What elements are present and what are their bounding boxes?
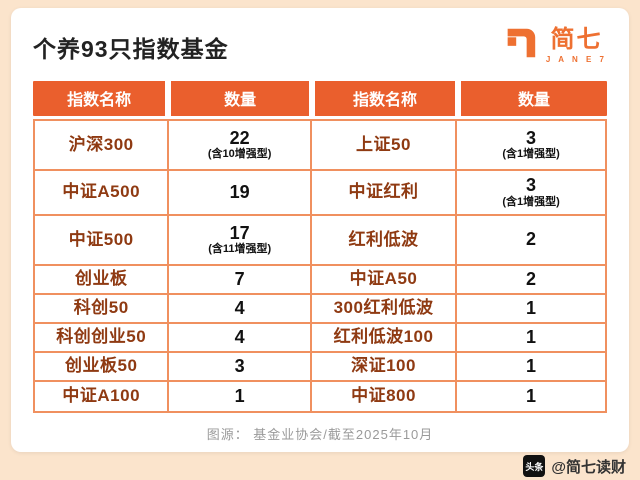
count-value: 3 [234, 355, 245, 376]
count-cell: 4 [169, 295, 312, 324]
index-name-cell: 中证红利 [311, 171, 458, 216]
count-value: 17 [229, 222, 250, 243]
count-cell: 22 (含10增强型) [169, 121, 312, 171]
brand-logo: 简七 J A N E 7 [501, 24, 607, 67]
page-title: 个养93只指数基金 [33, 36, 229, 62]
index-name-cell: 中证800 [312, 382, 458, 411]
toutiao-logo-icon: 头条 [523, 455, 546, 477]
count-value: 19 [229, 181, 250, 202]
count-cell: 1 [457, 382, 605, 411]
count-cell: 2 [457, 216, 605, 266]
count-value: 1 [526, 385, 537, 406]
count-cell: 17 (含11增强型) [169, 216, 312, 266]
source-caption: 图源： 基金业协会/截至2025年10月 [206, 427, 434, 442]
column-header: 指数名称 [311, 81, 459, 116]
index-name-cell: 中证A500 [35, 171, 170, 216]
brand-text: 简七 J A N E 7 [546, 27, 607, 63]
count-cell: 2 [457, 266, 605, 295]
count-note: (含1增强型) [502, 195, 560, 208]
count-value: 22 [229, 127, 250, 148]
count-value: 4 [234, 326, 245, 347]
count-cell: 19 [169, 171, 312, 216]
count-note: (含1增强型) [502, 148, 560, 161]
watermark-handle: @简七读财 [551, 458, 626, 476]
count-cell: 4 [169, 324, 312, 353]
brand-name: 简七 [550, 26, 603, 54]
card-header: 个养93只指数基金 简七 J A N E 7 [33, 24, 607, 67]
column-header: 数量 [458, 81, 607, 116]
count-value: 3 [526, 175, 537, 195]
count-note: (含11增强型) [208, 243, 272, 256]
index-name-cell: 创业板 [35, 266, 170, 295]
infographic-card: 个养93只指数基金 简七 J A N E 7 指数名称 数量 指数名称 数量 沪… [11, 8, 629, 452]
count-cell: 3 (含1增强型) [457, 121, 605, 171]
brand-subtitle: J A N E 7 [545, 54, 607, 64]
table-header-row: 指数名称 数量 指数名称 数量 [33, 81, 607, 116]
count-value: 4 [234, 297, 245, 318]
count-value: 2 [526, 268, 537, 289]
index-name-cell: 科创50 [35, 295, 170, 324]
count-cell: 1 [457, 324, 605, 353]
count-value: 2 [526, 229, 537, 250]
count-cell: 1 [169, 382, 312, 411]
count-cell: 3 (含1增强型) [457, 171, 605, 216]
count-value: 1 [234, 385, 245, 406]
index-name-cell: 中证A50 [311, 266, 458, 295]
index-name-cell: 红利低波100 [311, 324, 458, 353]
index-name-cell: 深证100 [311, 353, 458, 382]
index-name-cell: 科创创业50 [35, 324, 170, 353]
count-value: 3 [526, 127, 537, 148]
watermark: 头条 @简七读财 [523, 455, 626, 477]
count-cell: 7 [169, 266, 312, 295]
count-cell: 1 [457, 353, 605, 382]
index-name-cell: 红利低波 [311, 216, 458, 266]
count-cell: 1 [457, 295, 605, 324]
column-header: 数量 [168, 81, 312, 116]
count-value: 1 [526, 326, 537, 347]
index-name-cell: 沪深300 [35, 121, 170, 171]
index-name-cell: 中证500 [35, 216, 170, 266]
jane7-icon [501, 24, 539, 67]
column-header: 指数名称 [33, 81, 169, 116]
count-value: 7 [234, 268, 245, 289]
count-note: (含10增强型) [207, 148, 272, 161]
index-name-cell: 300红利低波 [311, 295, 458, 324]
count-value: 1 [526, 297, 537, 318]
count-cell: 3 [169, 353, 312, 382]
table-body: 沪深300 22 (含10增强型) 上证50 3 (含1增强型) 中证A500 … [33, 119, 607, 413]
index-name-cell: 中证A100 [35, 382, 170, 411]
count-value: 1 [526, 355, 537, 376]
index-name-cell: 上证50 [311, 121, 458, 171]
index-name-cell: 创业板50 [35, 353, 170, 382]
